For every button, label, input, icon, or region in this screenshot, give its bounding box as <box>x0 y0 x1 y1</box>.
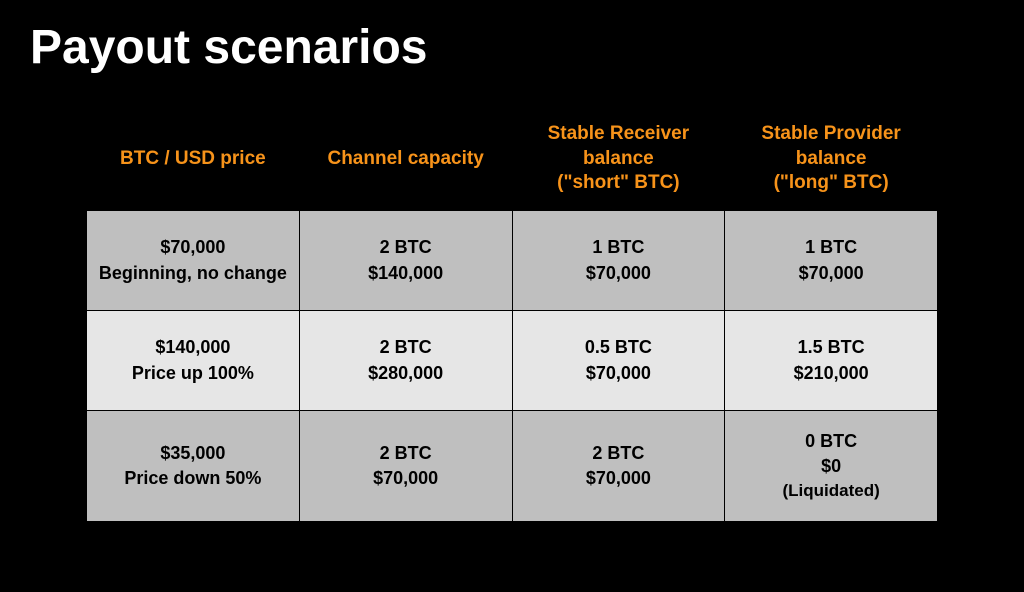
provider-btc: 0 BTC <box>733 429 929 454</box>
page-title: Payout scenarios <box>30 20 994 75</box>
price-note: Price up 100% <box>95 361 291 386</box>
cell-provider: 1 BTC $70,000 <box>725 211 938 311</box>
header-row: BTC / USD price Channel capacity Stable … <box>87 108 938 211</box>
cell-capacity: 2 BTC $70,000 <box>299 411 512 522</box>
col-btc-usd-price: BTC / USD price <box>87 108 300 211</box>
cell-capacity: 2 BTC $140,000 <box>299 211 512 311</box>
capacity-btc: 2 BTC <box>308 235 504 260</box>
provider-btc: 1 BTC <box>733 235 929 260</box>
col-channel-capacity: Channel capacity <box>299 108 512 211</box>
provider-usd: $70,000 <box>733 261 929 286</box>
col-stable-receiver-line1: Stable Receiver balance <box>548 123 690 169</box>
table-row: $140,000 Price up 100% 2 BTC $280,000 0.… <box>87 311 938 411</box>
table-row: $35,000 Price down 50% 2 BTC $70,000 2 B… <box>87 411 938 522</box>
payout-table: BTC / USD price Channel capacity Stable … <box>86 107 938 522</box>
price-note: Beginning, no change <box>95 261 291 286</box>
col-stable-provider-line1: Stable Provider balance <box>761 123 900 169</box>
cell-price: $35,000 Price down 50% <box>87 411 300 522</box>
table-header: BTC / USD price Channel capacity Stable … <box>87 108 938 211</box>
receiver-btc: 0.5 BTC <box>521 335 717 360</box>
capacity-btc: 2 BTC <box>308 441 504 466</box>
cell-receiver: 2 BTC $70,000 <box>512 411 725 522</box>
cell-provider: 0 BTC $0 (Liquidated) <box>725 411 938 522</box>
receiver-usd: $70,000 <box>521 361 717 386</box>
table-body: $70,000 Beginning, no change 2 BTC $140,… <box>87 211 938 522</box>
cell-provider: 1.5 BTC $210,000 <box>725 311 938 411</box>
capacity-usd: $140,000 <box>308 261 504 286</box>
col-stable-provider: Stable Provider balance ("long" BTC) <box>725 108 938 211</box>
cell-price: $140,000 Price up 100% <box>87 311 300 411</box>
cell-receiver: 1 BTC $70,000 <box>512 211 725 311</box>
price-value: $35,000 <box>95 441 291 466</box>
price-note: Price down 50% <box>95 466 291 491</box>
capacity-btc: 2 BTC <box>308 335 504 360</box>
receiver-btc: 2 BTC <box>521 441 717 466</box>
capacity-usd: $280,000 <box>308 361 504 386</box>
receiver-btc: 1 BTC <box>521 235 717 260</box>
receiver-usd: $70,000 <box>521 261 717 286</box>
provider-usd: $210,000 <box>733 361 929 386</box>
provider-btc: 1.5 BTC <box>733 335 929 360</box>
slide: Payout scenarios BTC / USD price Channel… <box>0 0 1024 552</box>
provider-usd: $0 <box>733 454 929 479</box>
price-value: $140,000 <box>95 335 291 360</box>
col-stable-receiver-line2: ("short" BTC) <box>557 172 680 193</box>
cell-receiver: 0.5 BTC $70,000 <box>512 311 725 411</box>
provider-extra: (Liquidated) <box>733 479 929 503</box>
cell-capacity: 2 BTC $280,000 <box>299 311 512 411</box>
receiver-usd: $70,000 <box>521 466 717 491</box>
table-row: $70,000 Beginning, no change 2 BTC $140,… <box>87 211 938 311</box>
table-container: BTC / USD price Channel capacity Stable … <box>30 107 994 522</box>
capacity-usd: $70,000 <box>308 466 504 491</box>
col-stable-provider-line2: ("long" BTC) <box>774 172 889 193</box>
price-value: $70,000 <box>95 235 291 260</box>
col-stable-receiver: Stable Receiver balance ("short" BTC) <box>512 108 725 211</box>
cell-price: $70,000 Beginning, no change <box>87 211 300 311</box>
